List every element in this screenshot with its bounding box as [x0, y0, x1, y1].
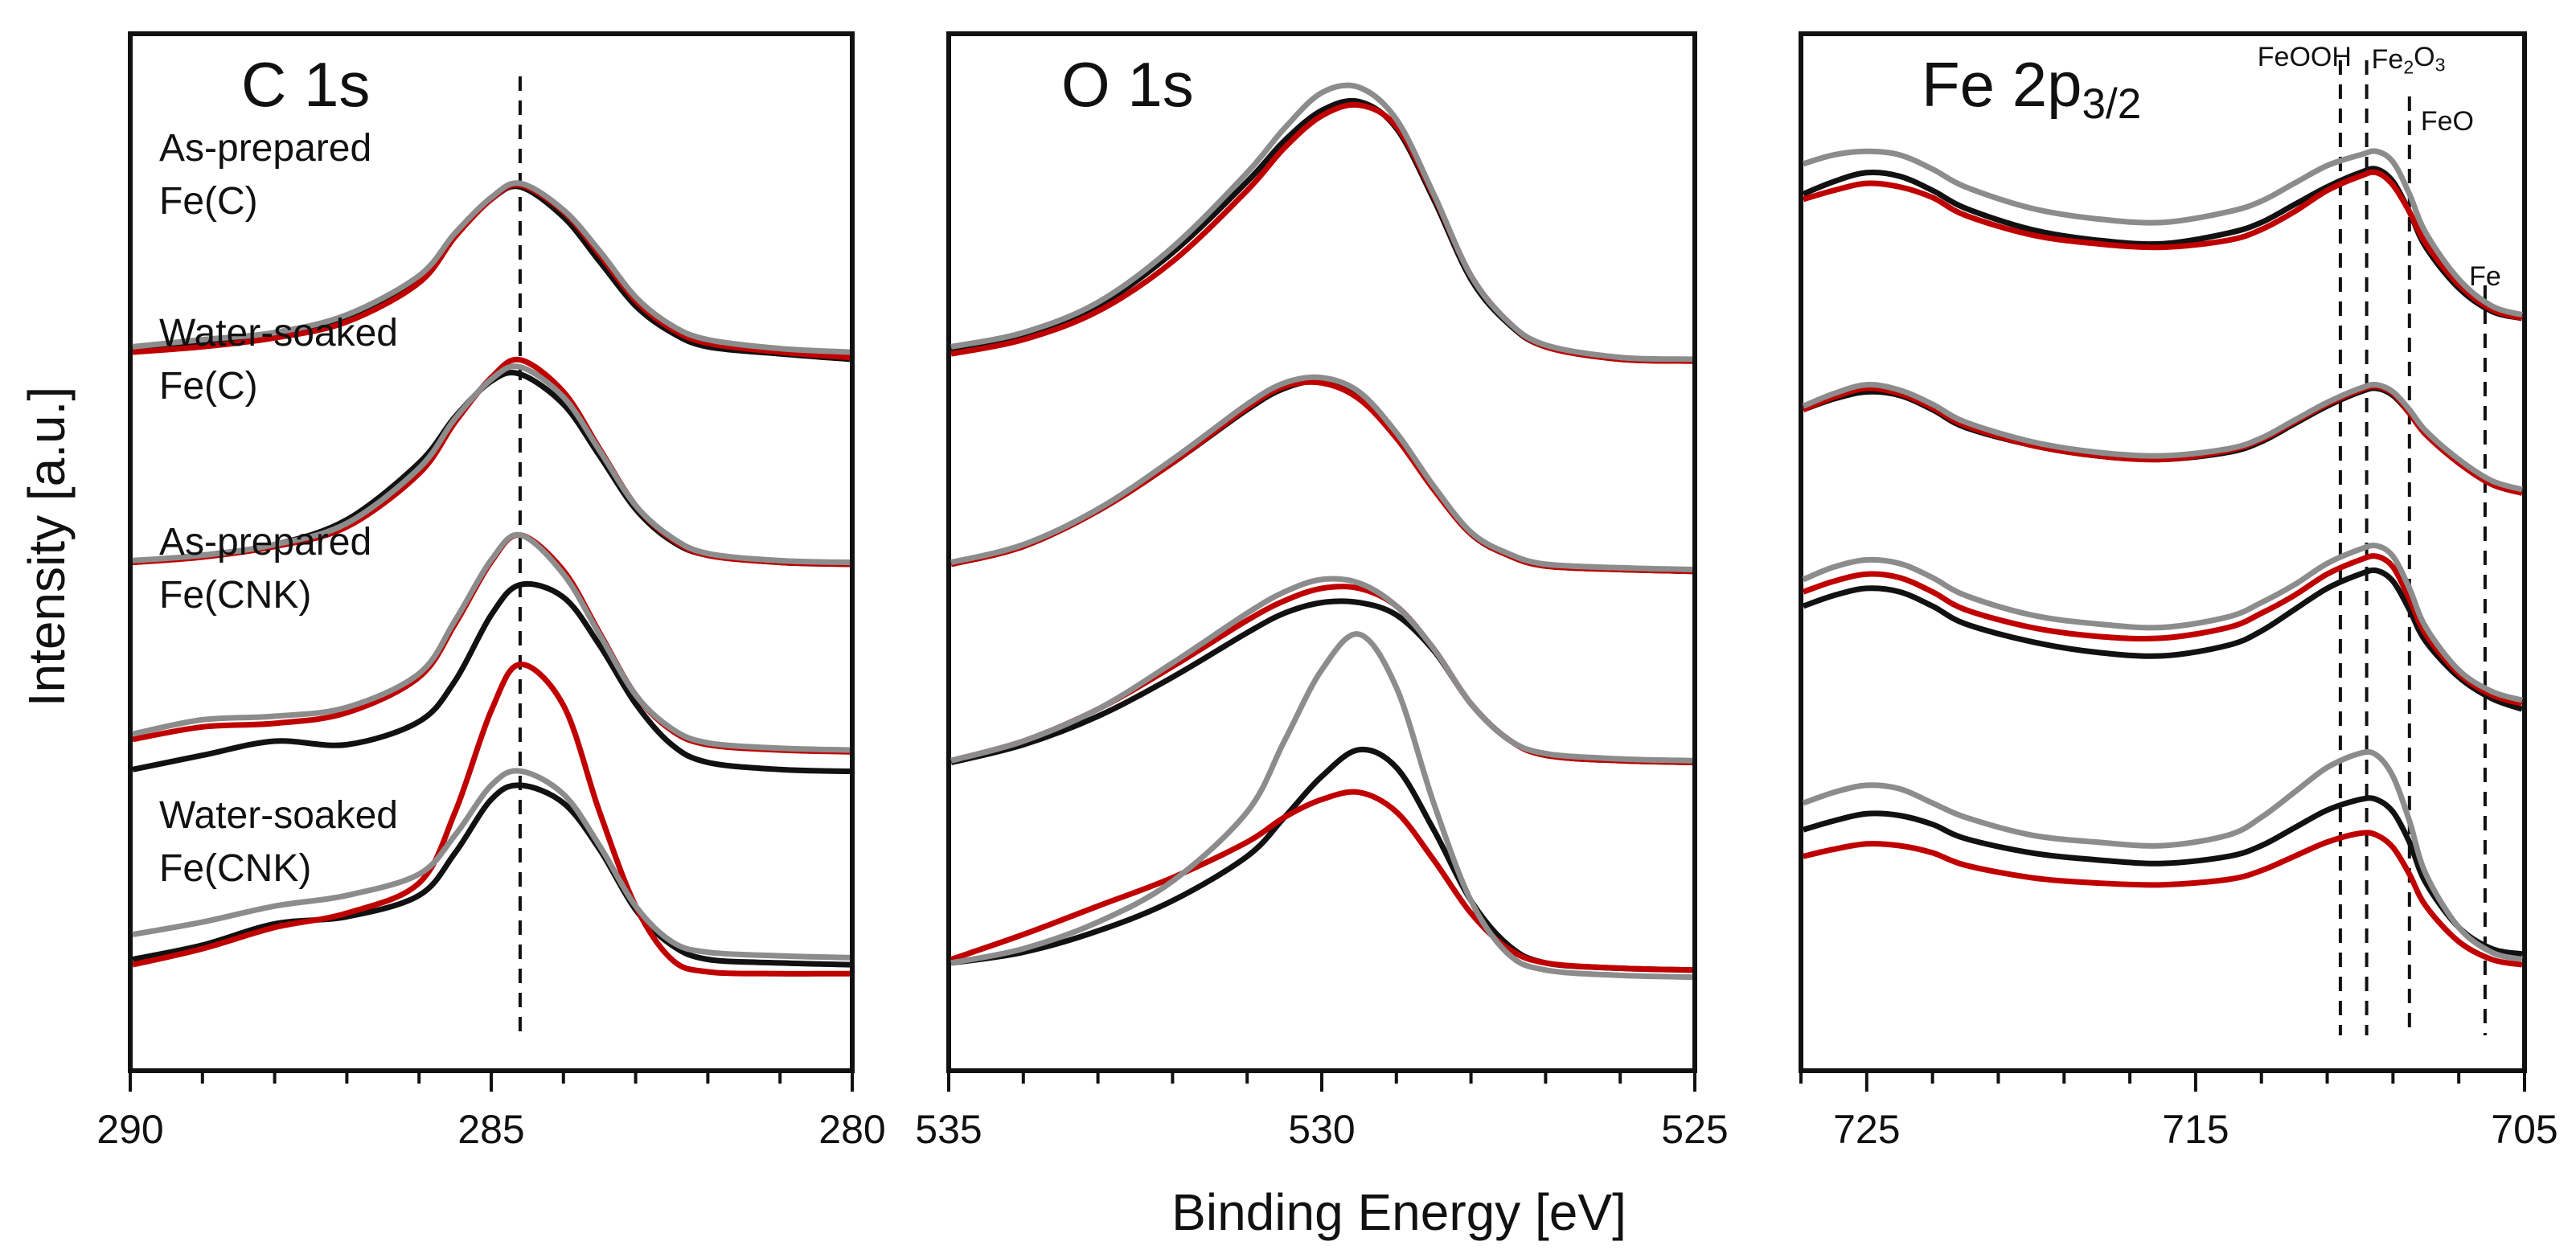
spectrum-black-sample-3 [950, 598, 1693, 765]
spectrum-gray-sample-1 [132, 180, 851, 355]
x-tick-label: 290 [96, 1107, 163, 1152]
panel-title-main: O 1s [1061, 49, 1194, 120]
reference-label-sub: 2 [2403, 56, 2414, 77]
spectrum-red-sample-4 [950, 789, 1693, 973]
reference-label-main: FeOOH [2258, 42, 2352, 72]
sample-label: Fe(C) [159, 180, 258, 223]
sample-label: As-prepared [159, 127, 371, 170]
spectrum-black-sample-4 [132, 782, 851, 968]
panel-title: Fe 2p3/2 [1922, 49, 2141, 128]
x-tick-label: 725 [1833, 1107, 1900, 1152]
spectrum-gray-sample-4 [1802, 748, 2523, 962]
x-tick-label: 285 [457, 1107, 524, 1152]
x-tick-label: 530 [1288, 1107, 1355, 1152]
spectrum-red-sample-4 [132, 662, 851, 977]
reference-label-main: FeO [2421, 106, 2474, 137]
spectrum-gray-sample-3 [1802, 542, 2523, 703]
x-tick-label: 525 [1661, 1107, 1728, 1152]
panel-title: O 1s [1061, 49, 1194, 120]
sample-label: Fe(C) [159, 365, 258, 408]
sample-label: Fe(CNK) [159, 574, 311, 617]
spectrum-red-sample-1 [1803, 169, 2523, 322]
panel-frame [946, 31, 1697, 1073]
spectrum-black-sample-4 [1802, 795, 2523, 957]
panel-title-main: C 1s [241, 49, 370, 120]
reference-label: FeOOH [2258, 42, 2352, 72]
reference-label-main: Fe [2469, 261, 2501, 292]
spectrum-gray-sample-2 [950, 374, 1693, 572]
spectrum-gray-sample-1 [1802, 148, 2523, 318]
reference-label: FeO [2421, 106, 2474, 137]
panel-frame [1799, 31, 2527, 1073]
spectrum-gray-sample-4 [132, 768, 851, 961]
sample-label: Water-soaked [159, 312, 398, 354]
panel-1: 290 285 280 As-prepared Fe(C) Water-soaked Fe(… [96, 31, 886, 1152]
spectrum-black-sample-3 [132, 581, 851, 774]
spectrum-red-sample-2 [950, 379, 1693, 575]
reference-label-main: Fe [2372, 44, 2404, 75]
x-tick-label: 705 [2491, 1107, 2558, 1152]
x-tick-label: 715 [2162, 1107, 2229, 1152]
reference-label: Fe [2469, 261, 2501, 292]
panel-2: 535 530 525 O 1s [915, 31, 1729, 1152]
panel-title-sub: 3/2 [2082, 80, 2141, 128]
x-axis-label: Binding Energy [eV] [1171, 1183, 1626, 1241]
panels: 290 285 280 As-prepared Fe(C) Water-soaked Fe(… [96, 31, 2558, 1152]
spectrum-black-sample-3 [1802, 567, 2524, 712]
spectrum-gray-sample-2 [1802, 381, 2523, 493]
panel-title: C 1s [241, 49, 370, 120]
spectrum-red-sample-3 [1802, 553, 2523, 707]
reference-label-main: O [2414, 42, 2434, 72]
spectrum-black-sample-2 [950, 378, 1693, 575]
spectrum-gray-sample-2 [132, 363, 851, 566]
sample-label: Water-soaked [159, 794, 398, 837]
sample-label: As-prepared [159, 521, 371, 563]
reference-label: Fe2O3 [2372, 42, 2446, 78]
spectrum-gray-sample-1 [950, 82, 1693, 363]
spectrum-red-sample-4 [1803, 830, 2523, 968]
panel-title-main: Fe 2p [1922, 49, 2082, 120]
spectrum-gray-sample-4 [950, 631, 1693, 981]
spectrum-gray-sample-3 [950, 576, 1693, 764]
x-tick-label: 280 [818, 1107, 885, 1152]
sample-label: Fe(CNK) [159, 847, 311, 890]
reference-label-sub: 3 [2435, 54, 2446, 75]
spectrum-gray-sample-3 [132, 531, 851, 753]
y-axis-label: Intensity [a.u.] [18, 387, 76, 707]
x-tick-label: 535 [915, 1107, 982, 1152]
spectrum-black-sample-2 [1802, 385, 2523, 496]
